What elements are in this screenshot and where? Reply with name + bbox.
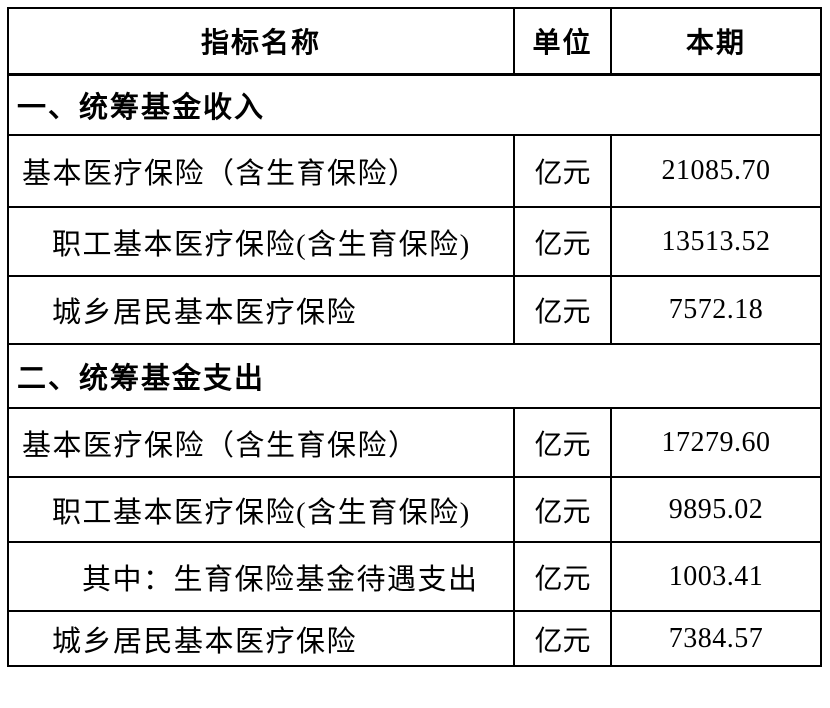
indicator-name-cell: 其中：生育保险基金待遇支出 <box>7 541 515 612</box>
indicator-name-cell: 职工基本医疗保险(含生育保险) <box>7 476 515 543</box>
value-cell: 21085.70 <box>610 134 822 208</box>
value-cell: 13513.52 <box>610 206 822 277</box>
unit-cell: 亿元 <box>513 275 612 345</box>
unit-cell: 亿元 <box>513 541 612 612</box>
value-cell: 1003.41 <box>610 541 822 612</box>
table-header-row: 指标名称 单位 本期 <box>7 7 822 76</box>
indicator-name-cell: 职工基本医疗保险(含生育保险) <box>7 206 515 277</box>
indicator-name-cell: 城乡居民基本医疗保险 <box>7 275 515 345</box>
unit-cell: 亿元 <box>513 206 612 277</box>
indicator-name-cell: 基本医疗保险（含生育保险） <box>7 134 515 208</box>
unit-cell: 亿元 <box>513 134 612 208</box>
section-row-fund-income: 一、统筹基金收入 <box>7 73 822 136</box>
table-row: 职工基本医疗保险(含生育保险) 亿元 9895.02 <box>7 476 822 543</box>
unit-cell: 亿元 <box>513 610 612 667</box>
column-header-unit: 单位 <box>513 7 612 76</box>
indicator-name-cell: 基本医疗保险（含生育保险） <box>7 407 515 478</box>
value-cell: 17279.60 <box>610 407 822 478</box>
table-row: 基本医疗保险（含生育保险） 亿元 21085.70 <box>7 134 822 208</box>
table-row: 职工基本医疗保险(含生育保险) 亿元 13513.52 <box>7 206 822 277</box>
column-header-indicator-name: 指标名称 <box>7 7 515 76</box>
table-row: 基本医疗保险（含生育保险） 亿元 17279.60 <box>7 407 822 478</box>
table-row: 其中：生育保险基金待遇支出 亿元 1003.41 <box>7 541 822 612</box>
value-cell: 7572.18 <box>610 275 822 345</box>
indicator-name-cell: 城乡居民基本医疗保险 <box>7 610 515 667</box>
section-row-fund-expenditure: 二、统筹基金支出 <box>7 343 822 409</box>
value-cell: 7384.57 <box>610 610 822 667</box>
table-row: 城乡居民基本医疗保险 亿元 7572.18 <box>7 275 822 345</box>
unit-cell: 亿元 <box>513 476 612 543</box>
section-title: 一、统筹基金收入 <box>7 73 822 136</box>
table-row: 城乡居民基本医疗保险 亿元 7384.57 <box>7 610 822 667</box>
section-title: 二、统筹基金支出 <box>7 343 822 409</box>
value-cell: 9895.02 <box>610 476 822 543</box>
unit-cell: 亿元 <box>513 407 612 478</box>
column-header-current-period: 本期 <box>610 7 822 76</box>
medical-insurance-fund-table: 指标名称 单位 本期 一、统筹基金收入 基本医疗保险（含生育保险） 亿元 210… <box>7 7 822 667</box>
